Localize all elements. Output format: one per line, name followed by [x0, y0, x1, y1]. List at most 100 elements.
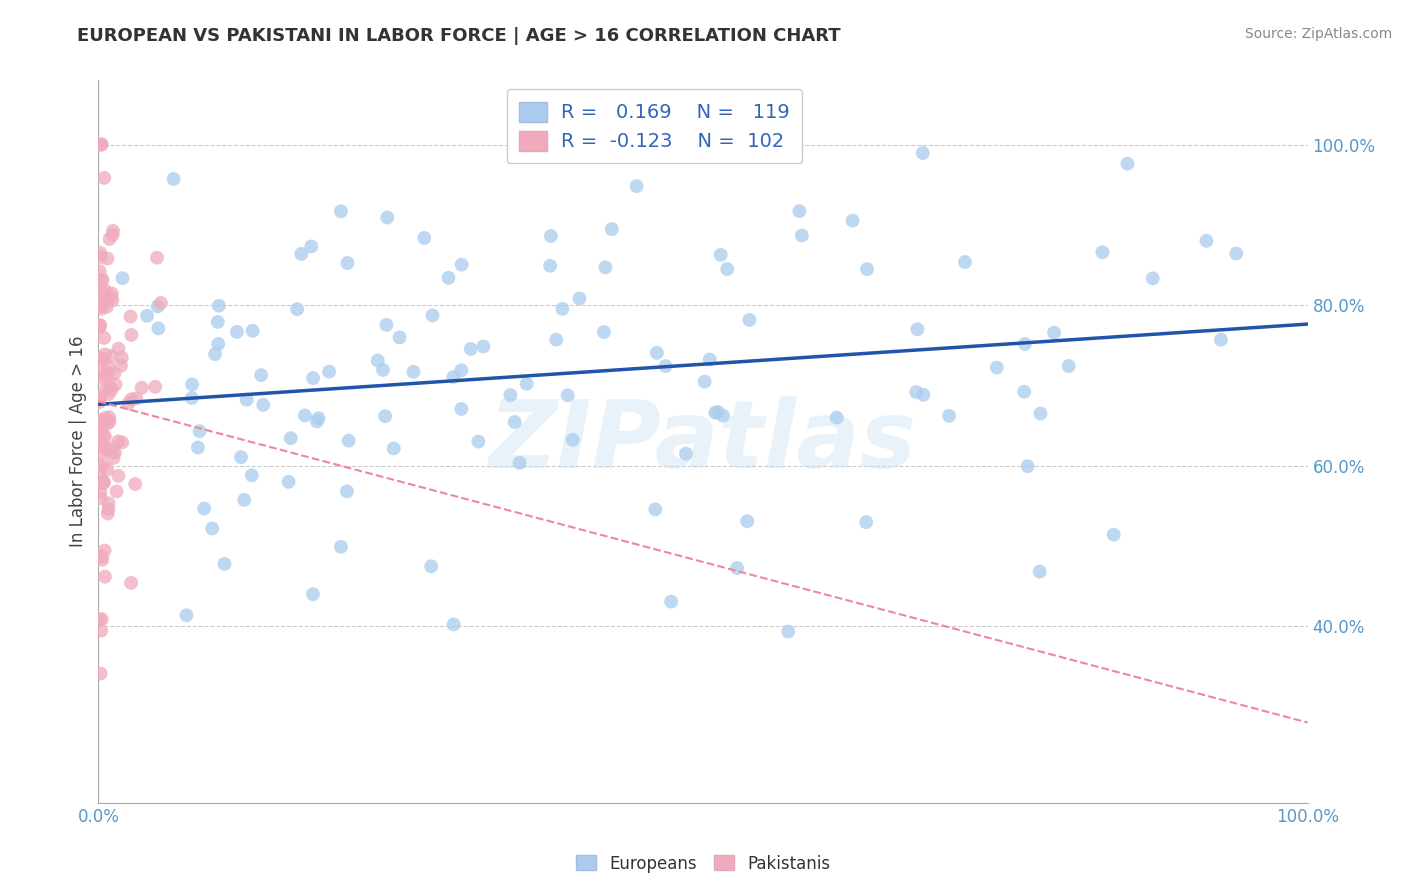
Point: [97, 416, 120, 430]
Text: Source: ZipAtlas.com: Source: ZipAtlas.com: [1244, 27, 1392, 41]
Point: [1043, 326, 1066, 340]
Point: [825, 410, 848, 425]
Point: [375, 211, 398, 225]
Point: [91, 552, 114, 566]
Point: [371, 363, 394, 377]
Point: [450, 363, 472, 377]
Point: [104, 445, 127, 459]
Point: [90, 549, 112, 564]
Point: [97, 359, 120, 374]
Point: [90, 390, 112, 404]
Point: [711, 409, 734, 423]
Point: [107, 342, 129, 356]
Point: [100, 290, 122, 304]
Text: ZIPatlas: ZIPatlas: [489, 395, 917, 488]
Point: [91, 436, 114, 450]
Point: [308, 411, 330, 425]
Point: [285, 302, 308, 317]
Point: [1091, 245, 1114, 260]
Point: [111, 351, 134, 365]
Point: [382, 442, 405, 456]
Point: [467, 434, 489, 449]
Point: [1017, 459, 1039, 474]
Point: [110, 359, 132, 373]
Point: [388, 330, 411, 344]
Point: [318, 365, 340, 379]
Point: [420, 559, 443, 574]
Point: [94, 381, 117, 395]
Point: [90, 612, 112, 626]
Point: [912, 388, 935, 402]
Point: [91, 273, 114, 287]
Point: [841, 213, 863, 227]
Point: [299, 239, 322, 253]
Point: [252, 398, 274, 412]
Point: [90, 413, 112, 427]
Point: [90, 351, 112, 366]
Legend: Europeans, Pakistanis: Europeans, Pakistanis: [569, 848, 837, 880]
Point: [789, 204, 811, 219]
Point: [120, 327, 142, 342]
Point: [538, 259, 561, 273]
Point: [91, 446, 114, 460]
Point: [710, 248, 733, 262]
Point: [131, 381, 153, 395]
Point: [235, 392, 257, 407]
Point: [280, 431, 302, 445]
Point: [96, 300, 118, 314]
Point: [97, 367, 120, 381]
Point: [986, 360, 1008, 375]
Point: [90, 137, 112, 152]
Point: [1195, 234, 1218, 248]
Point: [98, 410, 121, 425]
Point: [97, 502, 120, 516]
Point: [89, 465, 111, 479]
Point: [460, 342, 482, 356]
Point: [330, 540, 353, 554]
Point: [89, 300, 111, 314]
Point: [626, 179, 648, 194]
Point: [551, 301, 574, 316]
Point: [90, 273, 112, 287]
Point: [107, 434, 129, 449]
Point: [557, 388, 579, 402]
Point: [96, 293, 118, 308]
Point: [90, 624, 112, 638]
Point: [89, 612, 111, 626]
Point: [100, 349, 122, 363]
Point: [250, 368, 273, 382]
Point: [1102, 527, 1125, 541]
Point: [443, 617, 465, 632]
Point: [93, 475, 115, 490]
Point: [204, 347, 226, 361]
Point: [120, 310, 142, 324]
Point: [1209, 333, 1232, 347]
Point: [704, 406, 727, 420]
Point: [450, 258, 472, 272]
Point: [101, 286, 124, 301]
Point: [188, 424, 211, 438]
Point: [1142, 271, 1164, 285]
Point: [91, 429, 114, 443]
Point: [374, 409, 396, 424]
Point: [778, 624, 800, 639]
Point: [93, 543, 115, 558]
Point: [146, 299, 169, 313]
Point: [302, 371, 325, 385]
Point: [509, 456, 531, 470]
Point: [89, 395, 111, 409]
Point: [659, 594, 682, 608]
Point: [101, 224, 124, 238]
Point: [120, 575, 142, 590]
Point: [117, 396, 139, 410]
Point: [89, 439, 111, 453]
Point: [240, 468, 263, 483]
Point: [790, 228, 813, 243]
Point: [738, 313, 761, 327]
Point: [644, 502, 666, 516]
Point: [101, 227, 124, 242]
Point: [89, 392, 111, 406]
Point: [305, 414, 328, 428]
Point: [162, 172, 184, 186]
Point: [1014, 337, 1036, 351]
